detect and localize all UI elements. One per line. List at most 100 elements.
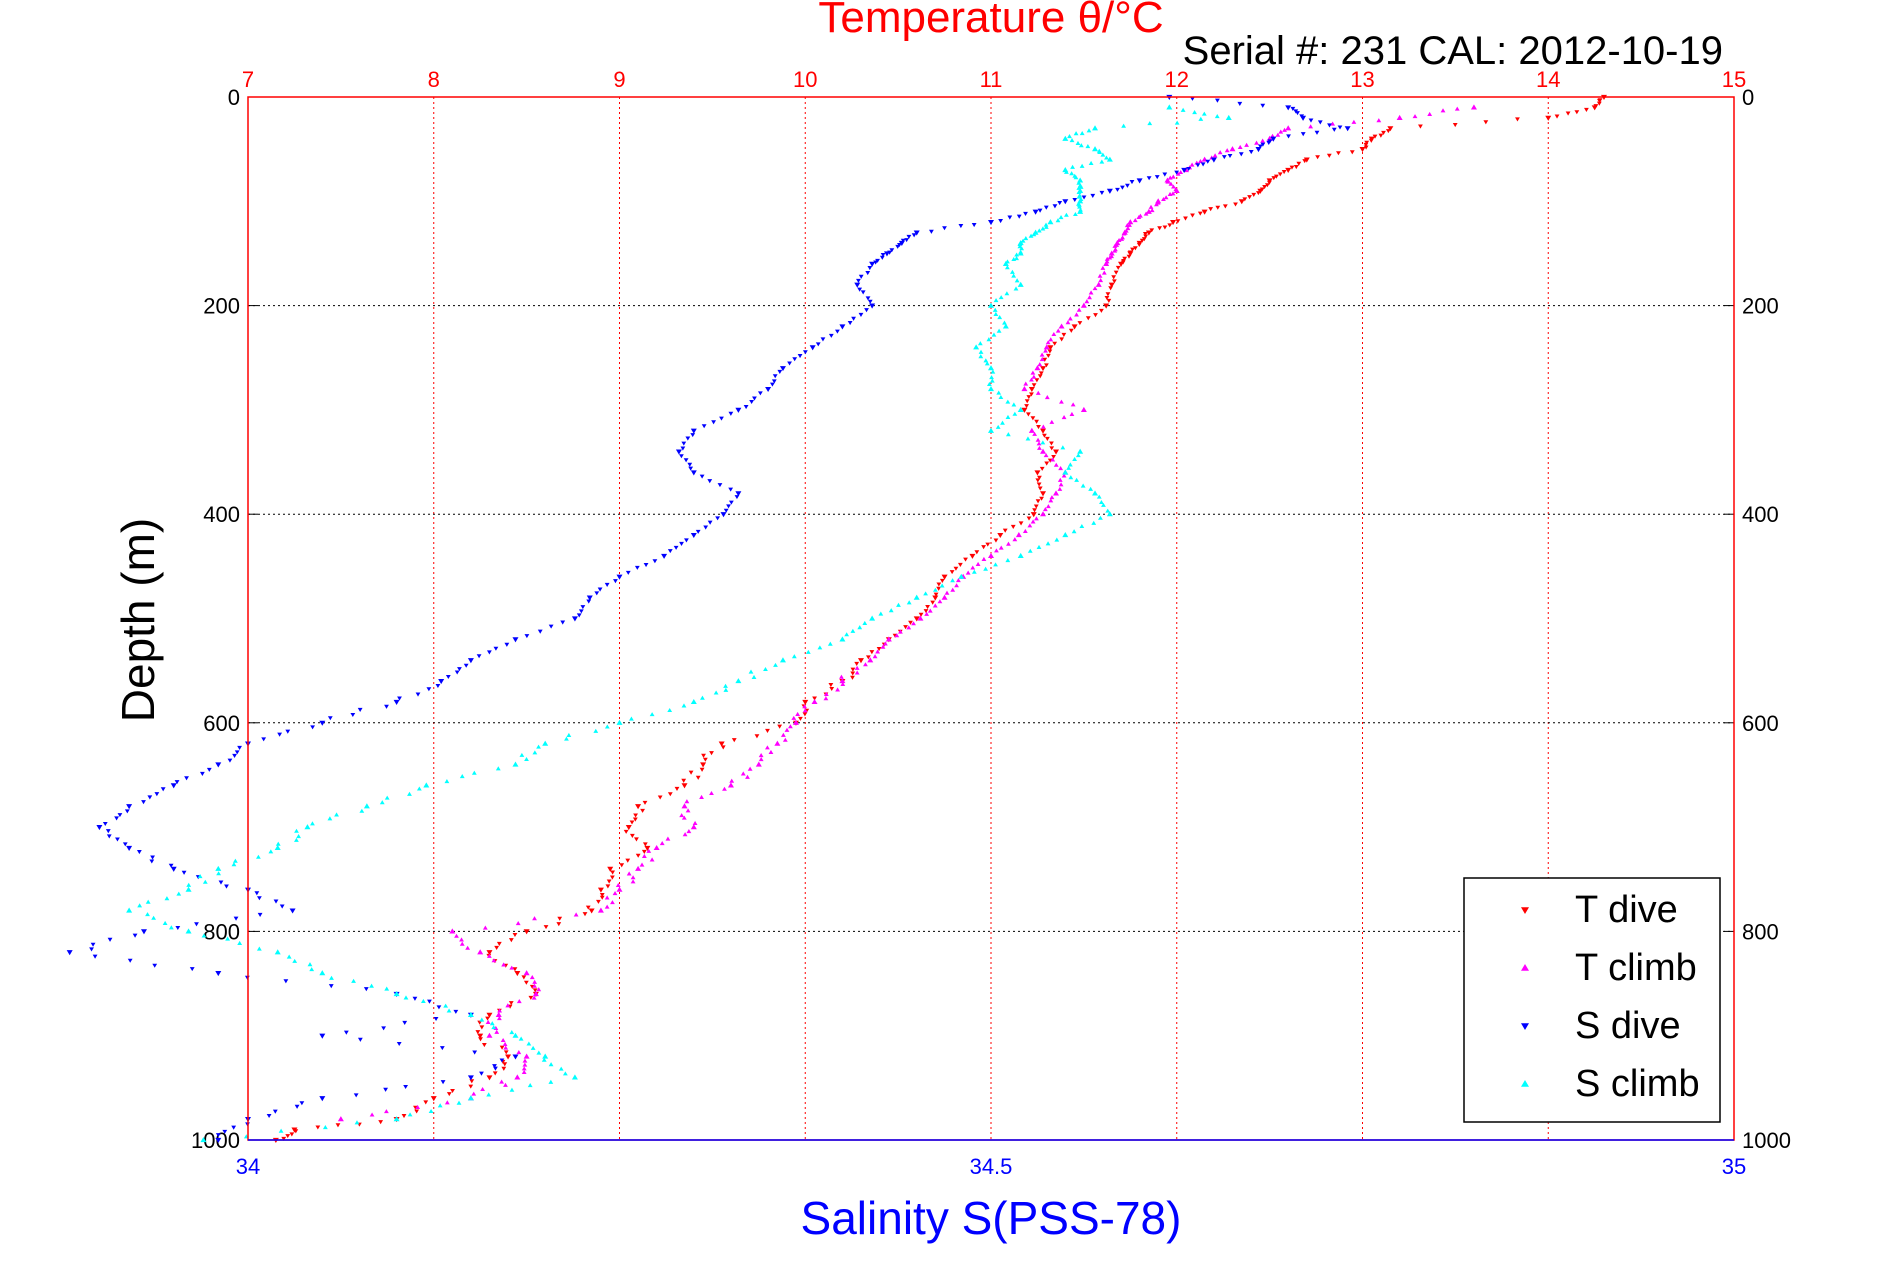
data-point-interp (231, 1125, 237, 1130)
data-point-interp (310, 821, 315, 826)
data-point-interp (231, 862, 237, 867)
data-point-interp (564, 736, 569, 741)
data-point-interp (446, 1008, 452, 1013)
legend-box (1463, 877, 1721, 1123)
data-point-interp (1036, 544, 1042, 549)
data-point-interp (1190, 213, 1195, 218)
data-point-interp (1412, 114, 1418, 119)
data-point-interp (1043, 222, 1049, 227)
data-point-interp (407, 1112, 413, 1117)
data-point-interp (503, 1050, 509, 1055)
data-point-interp (692, 820, 698, 825)
data-point-interp (532, 916, 537, 921)
data-point-interp (1096, 494, 1102, 499)
data-point (495, 1011, 502, 1017)
data-point-interp (489, 1021, 495, 1026)
data-point-interp (667, 707, 673, 713)
data-point-interp (479, 1071, 484, 1076)
data-point-interp (1037, 374, 1043, 379)
data-point-interp (1039, 357, 1045, 362)
data-point-interp (888, 608, 894, 613)
data-point-interp (649, 857, 655, 862)
data-point-interp (1565, 111, 1571, 116)
data-point (802, 699, 809, 705)
data-point-interp (1254, 140, 1259, 145)
data-point (467, 1075, 474, 1081)
data-point-interp (256, 946, 262, 951)
data-point-interp (1180, 107, 1186, 112)
data-point-interp (731, 738, 737, 743)
data-point-interp (369, 1112, 375, 1117)
data-point-interp (1066, 465, 1072, 470)
data-point-interp (508, 1001, 514, 1006)
data-point-interp (435, 683, 441, 689)
data-point-interp (1337, 125, 1343, 130)
data-point-interp (1048, 337, 1054, 342)
data-point-interp (1011, 256, 1017, 262)
depth-tick-label-left: 0 (228, 85, 240, 110)
data-point-interp (1033, 504, 1039, 509)
data-point-interp (619, 863, 625, 868)
data-point-interp (403, 995, 409, 1000)
data-point (917, 615, 924, 621)
data-point-interp (1173, 186, 1179, 192)
data-point (1062, 532, 1069, 538)
data-point-interp (1175, 171, 1181, 176)
data-point-interp (536, 744, 541, 749)
data-point-interp (1081, 195, 1087, 200)
data-point-interp (164, 896, 170, 901)
data-point-interp (1125, 183, 1130, 188)
data-point-interp (1278, 129, 1284, 134)
data-point-interp (983, 566, 989, 571)
data-point (542, 740, 549, 746)
data-point (1114, 240, 1121, 246)
salinity-tick-label: 34 (236, 1154, 260, 1179)
data-point-interp (1157, 226, 1162, 231)
data-point-interp (315, 1125, 321, 1130)
data-point-interp (1078, 207, 1083, 212)
data-point-interp (381, 1026, 387, 1031)
data-point-interp (1175, 219, 1181, 224)
data-point-interp (1035, 499, 1041, 504)
data-point (854, 282, 861, 288)
data-point-interp (1596, 101, 1602, 106)
data-point-interp (1058, 215, 1064, 220)
data-point-interp (519, 752, 525, 757)
data-point (661, 553, 668, 559)
data-point-interp (471, 1091, 477, 1096)
data-point-interp (369, 983, 374, 988)
data-point-interp (1260, 142, 1266, 147)
data-point-interp (492, 1064, 497, 1069)
data-point-interp (1087, 295, 1092, 300)
data-point-interp (281, 1136, 287, 1141)
data-point-interp (942, 226, 947, 231)
data-point-interp (699, 474, 705, 479)
data-point (839, 678, 846, 684)
data-point-interp (802, 704, 807, 709)
data-point-interp (1349, 150, 1355, 155)
data-point-interp (1097, 149, 1103, 155)
data-point-interp (1264, 183, 1270, 188)
data-point-interp (476, 654, 482, 659)
data-point-interp (1072, 197, 1078, 203)
data-point-interp (350, 712, 356, 718)
data-point-interp (423, 1100, 429, 1105)
data-point-interp (1106, 298, 1112, 303)
data-point-interp (975, 561, 981, 566)
data-point-interp (186, 882, 192, 887)
data-point-interp (933, 592, 939, 597)
data-point-interp (1049, 419, 1055, 424)
data-point-interp (459, 941, 465, 946)
data-point-interp (402, 1020, 408, 1026)
data-point-interp (357, 1037, 363, 1042)
data-point-interp (536, 987, 542, 992)
data-point-interp (743, 404, 749, 410)
data-point-interp (823, 691, 829, 696)
data-point-interp (1167, 223, 1173, 228)
data-point (1344, 126, 1351, 132)
data-point (653, 844, 660, 851)
data-point-interp (996, 390, 1002, 395)
data-point-interp (1073, 211, 1078, 217)
data-point-interp (875, 649, 881, 654)
data-point (215, 1137, 222, 1143)
